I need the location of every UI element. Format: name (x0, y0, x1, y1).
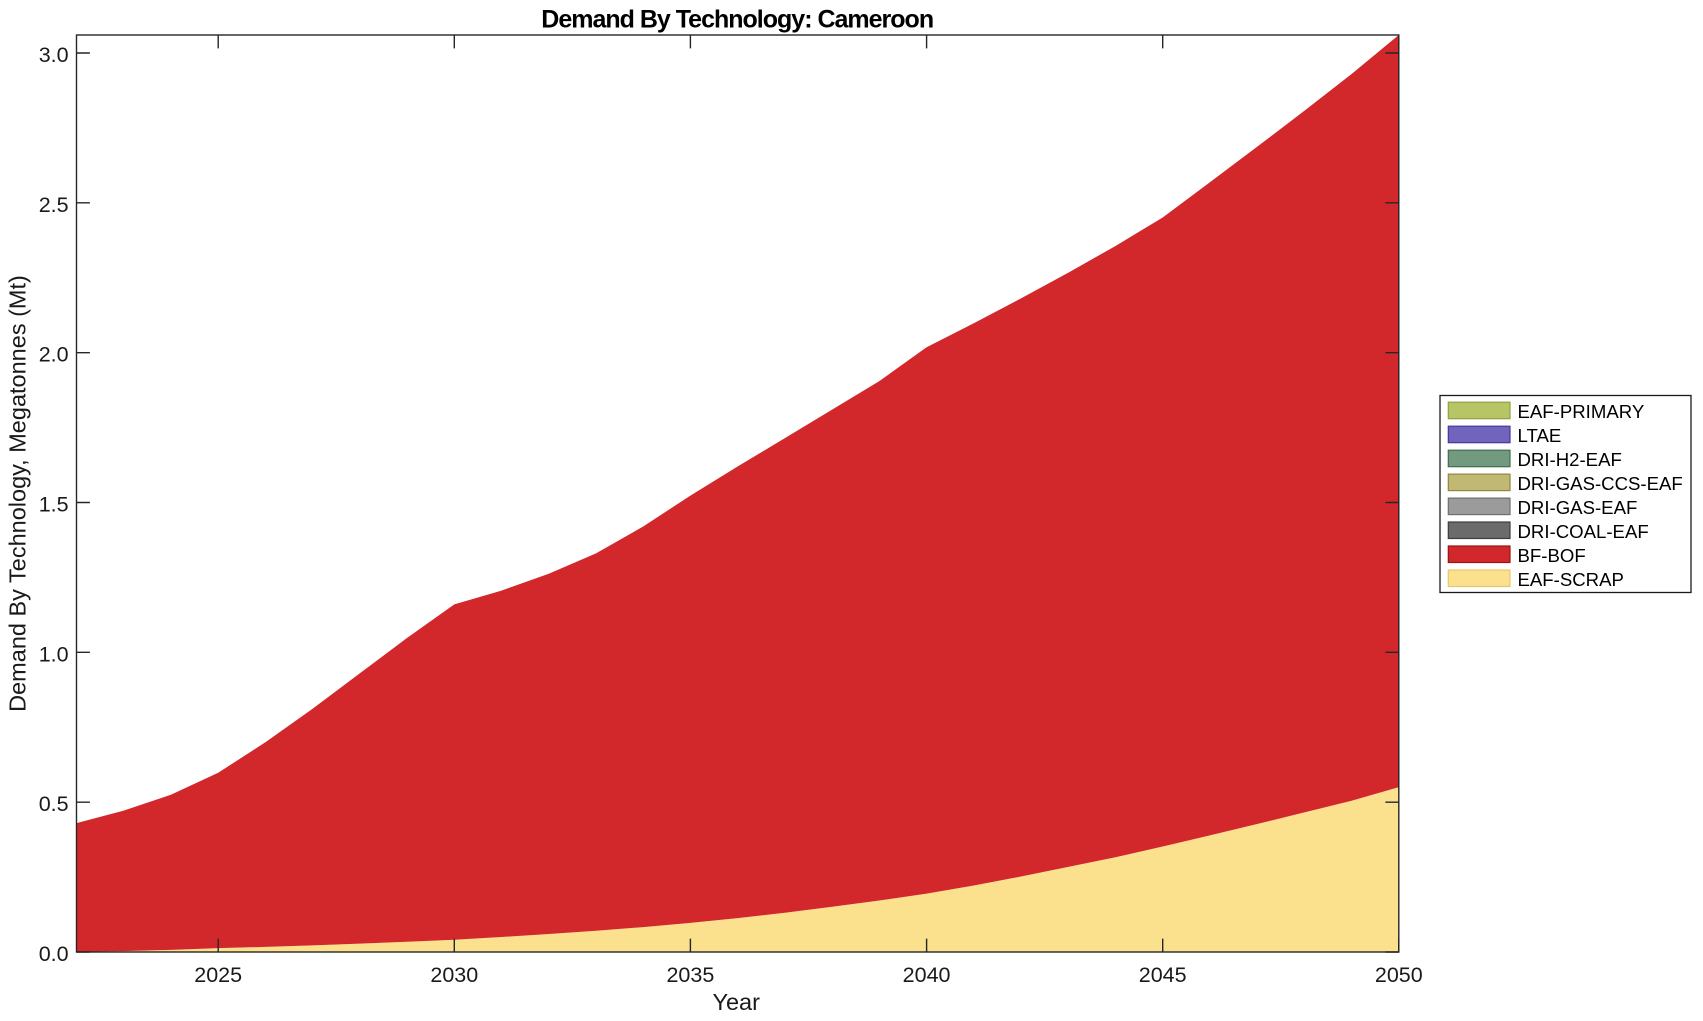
svg-text:1.0: 1.0 (39, 642, 69, 666)
svg-text:3.0: 3.0 (39, 43, 69, 67)
svg-text:Year: Year (712, 989, 760, 1015)
svg-text:1.5: 1.5 (39, 493, 69, 517)
svg-text:DRI-GAS-EAF: DRI-GAS-EAF (1518, 497, 1638, 518)
svg-text:Demand By Technology, Megatonn: Demand By Technology, Megatonnes (Mt) (5, 275, 31, 712)
svg-text:0.0: 0.0 (39, 942, 69, 966)
svg-text:DRI-COAL-EAF: DRI-COAL-EAF (1518, 521, 1649, 542)
svg-text:2025: 2025 (194, 963, 242, 987)
svg-text:2045: 2045 (1139, 963, 1187, 987)
svg-text:DRI-GAS-CCS-EAF: DRI-GAS-CCS-EAF (1518, 473, 1683, 494)
svg-text:EAF-PRIMARY: EAF-PRIMARY (1518, 401, 1645, 422)
svg-text:2040: 2040 (903, 963, 951, 987)
svg-text:2.0: 2.0 (39, 343, 69, 367)
svg-text:LTAE: LTAE (1518, 425, 1562, 446)
svg-text:DRI-H2-EAF: DRI-H2-EAF (1518, 449, 1622, 470)
svg-text:0.5: 0.5 (39, 792, 69, 816)
svg-text:Demand By Technology: Cameroon: Demand By Technology: Cameroon (541, 6, 933, 34)
svg-text:BF-BOF: BF-BOF (1518, 545, 1586, 566)
svg-text:EAF-SCRAP: EAF-SCRAP (1518, 569, 1624, 590)
svg-text:2035: 2035 (666, 963, 714, 987)
svg-text:2050: 2050 (1375, 963, 1423, 987)
svg-text:2.5: 2.5 (39, 193, 69, 217)
svg-text:2030: 2030 (430, 963, 478, 987)
